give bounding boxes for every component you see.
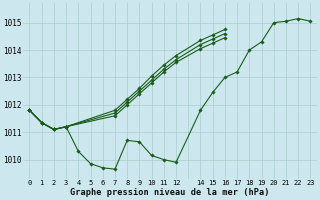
X-axis label: Graphe pression niveau de la mer (hPa): Graphe pression niveau de la mer (hPa) bbox=[70, 188, 270, 197]
